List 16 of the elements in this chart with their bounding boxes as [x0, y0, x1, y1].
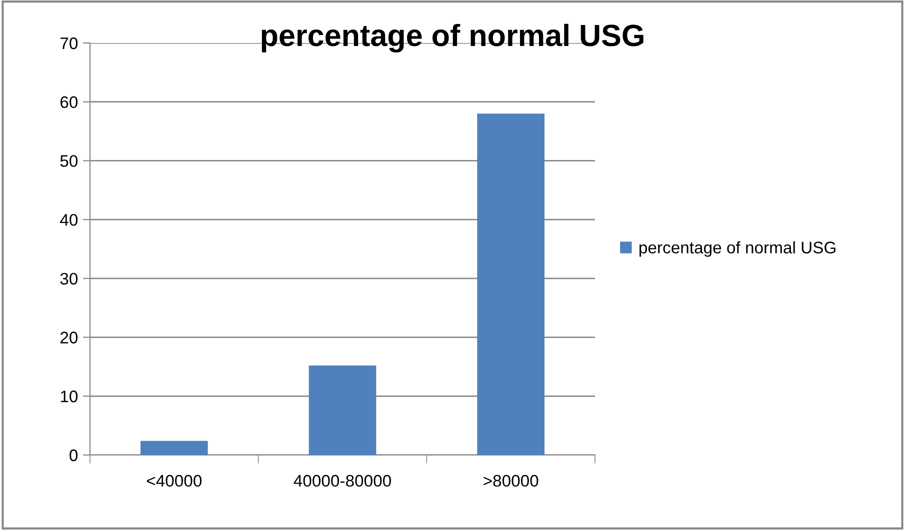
y-tick-label: 0: [70, 449, 78, 462]
y-tick-label: 50: [60, 155, 78, 167]
y-tick-label: 60: [60, 96, 78, 108]
y-tick-label: 10: [60, 390, 78, 402]
legend-label: percentage of normal USG: [640, 241, 836, 257]
y-tick-label: 30: [60, 272, 78, 285]
bar: [477, 114, 544, 455]
x-tick-label: 40000-80000: [294, 474, 391, 487]
chart-title: percentage of normal USG: [262, 24, 644, 52]
y-tick-label: 70: [60, 37, 78, 50]
x-tick-label: <40000: [146, 474, 202, 487]
y-tick-label: 20: [60, 332, 78, 344]
bar: [140, 440, 208, 455]
y-tick-label: 40: [60, 214, 78, 226]
bar: [308, 366, 376, 455]
x-tick-label: >80000: [484, 474, 538, 487]
